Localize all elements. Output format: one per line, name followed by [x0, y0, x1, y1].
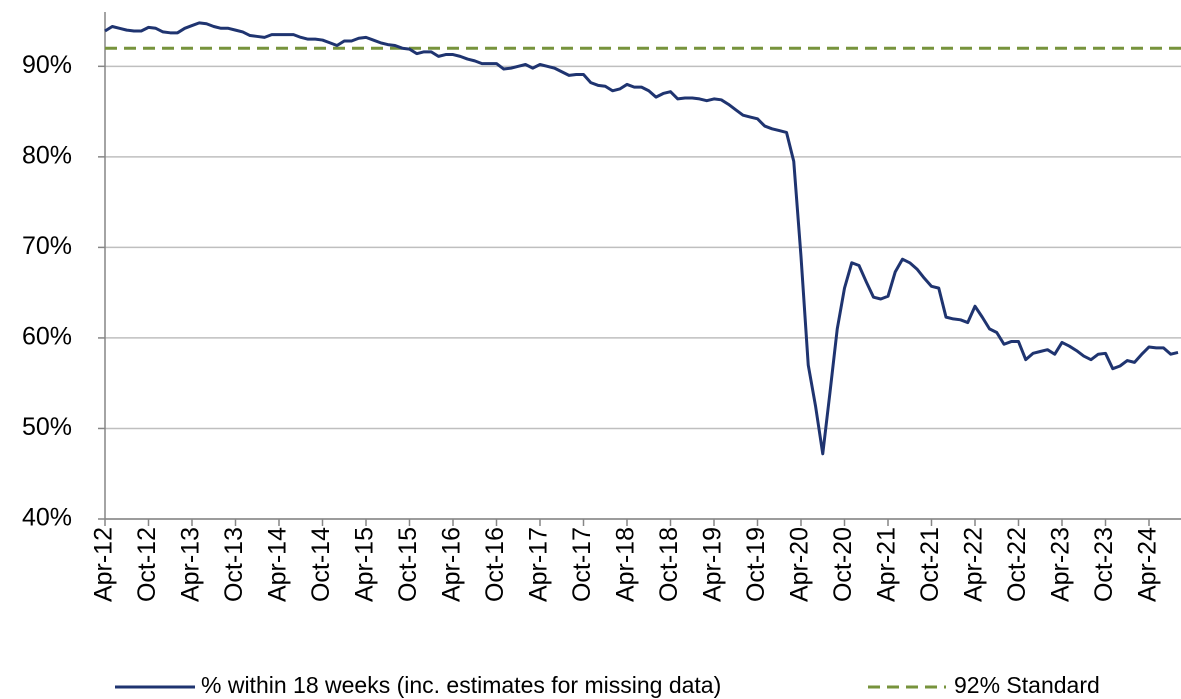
legend-label: 92% Standard	[954, 672, 1100, 698]
x-tick-label: Apr-13	[177, 527, 205, 602]
x-tick-label: Apr-19	[699, 527, 727, 602]
y-tick-label: 50%	[22, 413, 72, 441]
x-tick-label: Oct-13	[220, 527, 248, 602]
y-tick-label: 40%	[22, 504, 72, 532]
y-tick-label: 90%	[22, 51, 72, 79]
y-tick-label: 80%	[22, 141, 72, 169]
x-tick-label: Apr-14	[264, 527, 292, 602]
x-tick-label: Apr-20	[786, 527, 814, 602]
x-tick-label: Oct-22	[1003, 527, 1031, 602]
x-tick-label: Apr-12	[90, 527, 118, 602]
x-tick-label: Oct-14	[307, 527, 335, 602]
x-tick-label: Apr-17	[525, 527, 553, 602]
y-tick-label: 70%	[22, 232, 72, 260]
x-tick-label: Apr-15	[351, 527, 379, 602]
x-tick-label: Oct-18	[655, 527, 683, 602]
y-tick-label: 60%	[22, 323, 72, 351]
x-tick-label: Oct-20	[829, 527, 857, 602]
x-tick-label: Oct-17	[568, 527, 596, 602]
x-tick-label: Oct-19	[742, 527, 770, 602]
x-tick-label: Oct-15	[394, 527, 422, 602]
x-tick-label: Apr-24	[1134, 527, 1162, 602]
legend-label: % within 18 weeks (inc. estimates for mi…	[201, 672, 721, 698]
x-tick-label: Oct-23	[1090, 527, 1118, 602]
x-tick-label: Apr-16	[438, 527, 466, 602]
x-tick-label: Oct-21	[916, 527, 944, 602]
x-tick-label: Apr-22	[960, 527, 988, 602]
x-tick-label: Oct-16	[481, 527, 509, 602]
x-tick-label: Apr-18	[612, 527, 640, 602]
data-line	[104, 21, 1179, 456]
x-tick-label: Apr-21	[873, 527, 901, 602]
x-tick-label: Oct-12	[133, 527, 161, 602]
x-tick-label: Apr-23	[1047, 527, 1075, 602]
